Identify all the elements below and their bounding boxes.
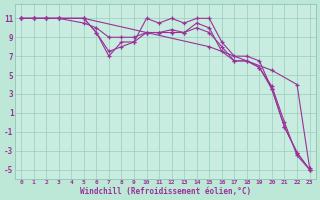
X-axis label: Windchill (Refroidissement éolien,°C): Windchill (Refroidissement éolien,°C)	[80, 187, 251, 196]
